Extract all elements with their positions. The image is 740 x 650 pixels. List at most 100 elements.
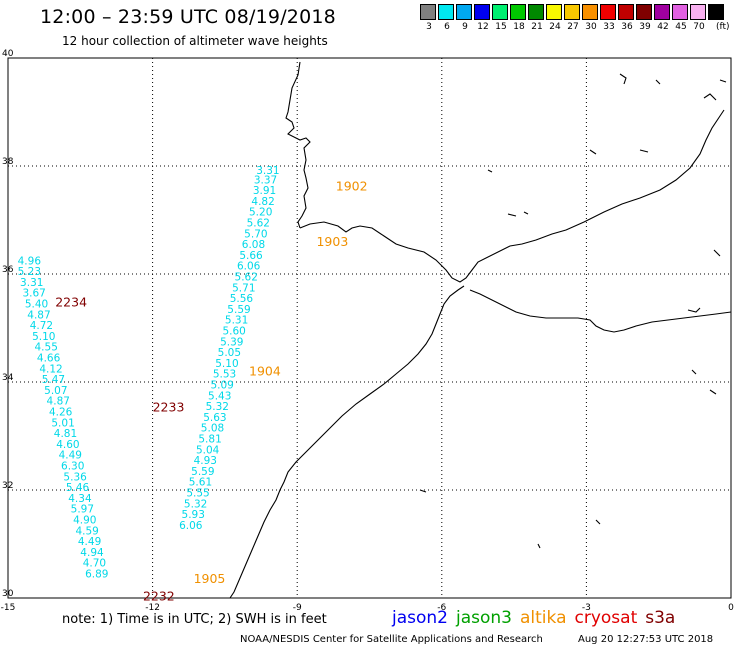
- legend-swatch: [582, 4, 598, 20]
- legend-swatch: [492, 4, 508, 20]
- swh-value-label: 6.30: [61, 460, 84, 472]
- coastline-morocco: [229, 285, 465, 599]
- swh-value-label: 5.07: [44, 385, 67, 397]
- map-subtitle: 12 hour collection of altimeter wave hei…: [62, 34, 328, 48]
- swh-value-label: 4.87: [47, 396, 70, 408]
- swh-value-label: 5.56: [230, 293, 254, 305]
- swh-value-label: 5.20: [249, 207, 272, 219]
- swh-value-label: 4.26: [49, 406, 73, 418]
- swh-value-label: 5.31: [225, 315, 248, 327]
- swh-value-label: 4.59: [75, 525, 98, 537]
- satellite-name: jason3: [456, 608, 512, 628]
- swh-value-label: 4.93: [194, 455, 217, 467]
- legend-label: 6: [444, 22, 450, 32]
- swh-value-label: 4.90: [73, 514, 96, 526]
- legend-swatch: [690, 4, 706, 20]
- swh-value-label: 5.10: [32, 331, 55, 343]
- legend-unit: (ft): [716, 22, 730, 32]
- swh-value-label: 4.12: [39, 363, 62, 375]
- swh-value-label: 5.10: [215, 358, 238, 370]
- swh-value-label: 5.71: [232, 282, 255, 294]
- swh-value-label: 4.70: [83, 558, 106, 570]
- swh-value-label: 5.66: [239, 250, 263, 262]
- swh-value-label: 4.87: [27, 309, 50, 321]
- legend-label: 24: [549, 22, 561, 32]
- lat-tick-label: 30: [2, 589, 14, 599]
- swh-value-label: 5.39: [220, 336, 243, 348]
- swh-value-label: 5.55: [186, 487, 209, 499]
- swh-value-label: 4.49: [78, 536, 101, 548]
- lon-tick-label: -12: [145, 603, 160, 613]
- legend-swatch: [528, 4, 544, 20]
- swh-value-label: 5.40: [25, 298, 48, 310]
- lat-tick-label: 40: [2, 49, 14, 59]
- legend-swatch: [456, 4, 472, 20]
- swh-value-label: 5.59: [227, 304, 250, 316]
- pass-time-label: 1903: [316, 234, 348, 249]
- map-title: 12:00 – 23:59 UTC 08/19/2018: [40, 6, 336, 28]
- legend-swatch: [618, 4, 634, 20]
- swh-value-label: 5.46: [66, 482, 90, 494]
- legend-label: 15: [495, 22, 507, 32]
- legend-label: 70: [693, 22, 705, 32]
- map-frame: [7, 57, 732, 599]
- lat-tick-label: 34: [2, 373, 14, 383]
- lon-tick-label: -6: [437, 603, 446, 613]
- swh-value-label: 3.91: [253, 185, 276, 197]
- swh-value-label: 5.63: [203, 412, 226, 424]
- legend-label: 33: [603, 22, 615, 32]
- lon-tick-label: -3: [582, 603, 591, 613]
- swh-value-label: 4.60: [56, 439, 79, 451]
- legend-swatch: [438, 4, 454, 20]
- swh-value-label: 5.93: [182, 509, 205, 521]
- pass-time-label: 1902: [336, 178, 368, 193]
- swh-value-label: 3.31: [256, 165, 279, 177]
- coastline: [229, 61, 732, 599]
- swh-value-label: 5.81: [198, 433, 221, 445]
- swh-value-label: 6.08: [242, 239, 265, 251]
- legend-label: 45: [675, 22, 687, 32]
- swh-value-label: 4.72: [30, 320, 53, 332]
- swh-value-label: 5.36: [63, 471, 87, 483]
- swh-value-label: 4.96: [18, 255, 42, 267]
- satellite-name: s3a: [645, 608, 676, 628]
- swh-value-label: 5.53: [213, 369, 236, 381]
- generation-timestamp: Aug 20 12:27:53 UTC 2018: [578, 634, 714, 645]
- pass-time-labels: 1902 1903 1904 1905 2232 2233 2234: [55, 178, 367, 603]
- legend-label: 3: [426, 22, 432, 32]
- coastline-iberia-south: [299, 109, 725, 283]
- swh-value-label: 5.32: [206, 401, 229, 413]
- swh-value-label: 5.08: [201, 423, 224, 435]
- swh-value-label: 3.67: [22, 288, 45, 300]
- lat-tick-label: 38: [2, 157, 14, 167]
- legend-swatch: [600, 4, 616, 20]
- pass-time-label: 2233: [153, 400, 185, 415]
- swh-value-label: 4.49: [59, 450, 82, 462]
- legend-swatch: [546, 4, 562, 20]
- pass-time-label: 2232: [143, 589, 175, 604]
- legend-swatch: [654, 4, 670, 20]
- lon-tick-label: -9: [293, 603, 302, 613]
- swh-value-label: 5.61: [189, 477, 212, 489]
- satellite-name: altika: [520, 608, 567, 628]
- altika-track-east: 3.313.373.914.825.205.625.706.085.666.06…: [179, 165, 280, 532]
- swh-value-label: 4.81: [54, 428, 77, 440]
- credit-line: NOAA/NESDIS Center for Satellite Applica…: [240, 634, 543, 645]
- lat-tick-label: 32: [2, 481, 13, 491]
- legend-label: 21: [531, 22, 543, 32]
- swh-value-label: 5.47: [42, 374, 65, 386]
- swh-value-label: 5.59: [191, 466, 214, 478]
- lat-tick-label: 36: [2, 265, 14, 275]
- swh-value-label: 5.43: [208, 390, 231, 402]
- legend-label: 12: [477, 22, 489, 32]
- swh-value-label: 5.32: [184, 498, 207, 510]
- legend-label: 18: [513, 22, 525, 32]
- swh-value-label: 4.66: [37, 352, 61, 364]
- axis-ticks: -15 -12 -9 -6 -3 0 40 38 36 34 32 30: [1, 49, 734, 613]
- satellite-name: cryosat: [574, 608, 638, 628]
- swh-value-label: 5.09: [210, 379, 233, 391]
- satellite-name: jason2: [392, 608, 448, 628]
- swh-value-label: 5.04: [196, 444, 220, 456]
- map-grid: [8, 58, 731, 598]
